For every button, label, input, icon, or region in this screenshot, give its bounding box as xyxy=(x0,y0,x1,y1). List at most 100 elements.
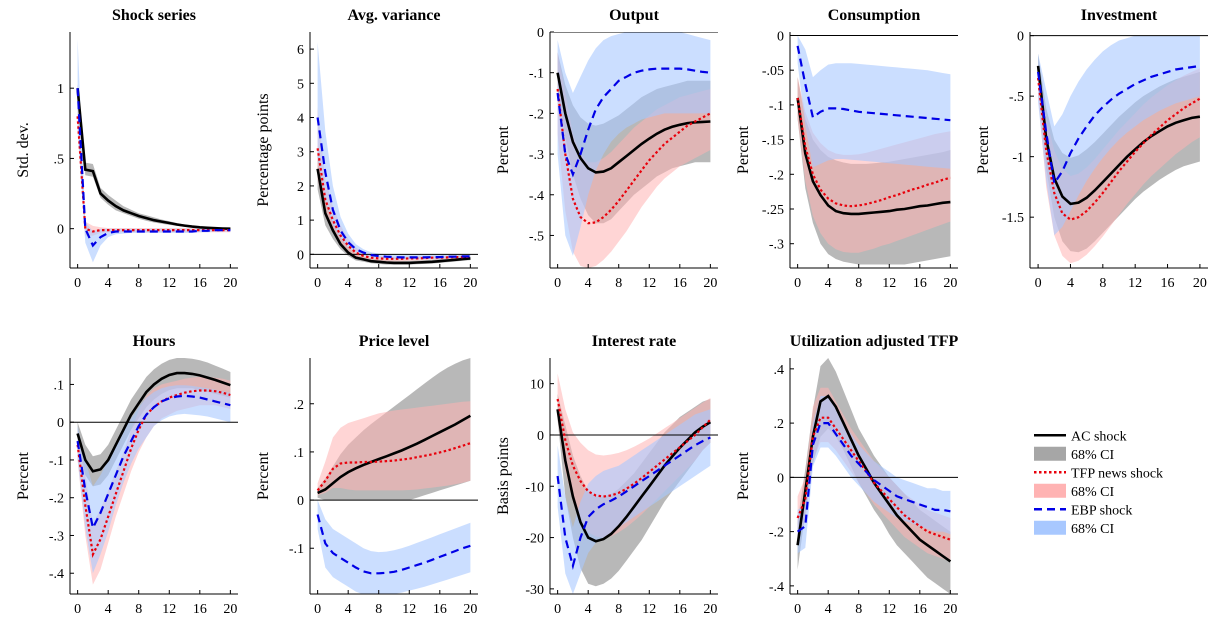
x-tick-label: 4 xyxy=(585,602,592,617)
legend-item: AC shock xyxy=(1034,429,1127,444)
x-tick-label: 0 xyxy=(314,276,321,291)
y-tick-label: 1 xyxy=(297,214,304,229)
ebp-line xyxy=(796,422,951,533)
x-tick-label: 0 xyxy=(74,602,81,617)
ac-ci-band xyxy=(77,84,231,229)
y-tick-label: -.2 xyxy=(769,526,784,541)
x-tick-label: 12 xyxy=(882,276,896,291)
ebp-ci-band xyxy=(1038,35,1200,236)
y-tick-label: .1 xyxy=(54,378,65,393)
panel-title: Output xyxy=(609,7,659,24)
legend-swatch-band xyxy=(1034,520,1066,535)
y-tick-label: 5 xyxy=(297,77,304,92)
panel-title: Avg. variance xyxy=(347,7,440,24)
panel-title: Interest rate xyxy=(592,333,677,350)
y-tick-label: -.1 xyxy=(769,99,784,114)
y-tick-label: -.3 xyxy=(769,238,784,253)
ebp-line xyxy=(316,514,471,575)
y-axis-label: Percent xyxy=(735,451,752,500)
panel-1: 0 4 8 12 16 20 0 .5 1 Shock series Std. dev. xyxy=(15,7,238,291)
x-tick-label: 8 xyxy=(135,602,142,617)
legend-label: 68% CI xyxy=(1071,485,1115,500)
y-tick-label: .1 xyxy=(294,446,305,461)
tfp-line xyxy=(316,148,471,260)
legend-box xyxy=(1030,422,1200,539)
ebp-ci-band xyxy=(797,35,951,169)
y-tick-label: .2 xyxy=(774,417,785,432)
y-tick-label: -30 xyxy=(525,583,544,598)
x-tick-label: 20 xyxy=(463,276,477,291)
legend-swatch-band xyxy=(1034,483,1066,498)
x-tick-label: 4 xyxy=(585,276,592,291)
x-tick-label: 0 xyxy=(314,602,321,617)
ebp-ci-band xyxy=(317,42,471,260)
x-tick-label: 20 xyxy=(463,602,477,617)
x-tick-label: 12 xyxy=(162,602,176,617)
plot-area xyxy=(790,358,958,594)
y-axis-label: Percent xyxy=(975,125,992,174)
x-tick-label: 12 xyxy=(162,276,176,291)
x-tick-label: 8 xyxy=(135,276,142,291)
y-tick-label: -.3 xyxy=(49,529,64,544)
y-tick-label: -.3 xyxy=(529,148,544,163)
panel-6: 0 4 8 12 16 20 .1 0 -.1 -.2 -.3 -.4 Hours Percent xyxy=(15,333,238,617)
y-tick-label: -1.5 xyxy=(1002,211,1024,226)
ac-line xyxy=(317,414,472,495)
y-tick-label: -.2 xyxy=(769,168,784,183)
x-tick-label: 4 xyxy=(825,276,832,291)
panel-title: Hours xyxy=(133,333,176,350)
y-axis-label: Percent xyxy=(495,125,512,174)
x-tick-label: 0 xyxy=(1035,276,1042,291)
x-tick-label: 0 xyxy=(554,602,561,617)
plot-area xyxy=(550,32,718,268)
ac-line xyxy=(76,88,231,230)
y-tick-label: -.5 xyxy=(1009,90,1024,105)
y-tick-label: 4 xyxy=(297,112,304,127)
y-tick-label: 0 xyxy=(57,416,64,431)
plot-area xyxy=(70,358,238,585)
y-tick-label: -.05 xyxy=(762,64,784,79)
y-tick-label: 3 xyxy=(297,146,304,161)
ebp-line xyxy=(76,394,231,532)
x-tick-label: 0 xyxy=(554,276,561,291)
ebp-line xyxy=(76,88,231,248)
x-tick-label: 4 xyxy=(105,276,112,291)
x-tick-label: 8 xyxy=(615,276,622,291)
ac-ci-band xyxy=(317,148,471,265)
y-tick-label: 0 xyxy=(777,471,784,486)
y-axis-label: Percent xyxy=(735,125,752,174)
legend-label: 68% CI xyxy=(1071,522,1115,537)
panel-7: 0 4 8 12 16 20 .2 .1 0 -.1 Price level Percent xyxy=(255,333,478,617)
x-tick-label: 4 xyxy=(345,276,352,291)
legend-item: 68% CI xyxy=(1034,520,1115,537)
ebp-ci-band xyxy=(77,385,231,574)
y-tick-label: 0 xyxy=(297,494,304,509)
x-tick-label: 0 xyxy=(794,276,801,291)
panel-title: Consumption xyxy=(828,7,921,24)
y-tick-label: .5 xyxy=(54,152,65,167)
y-tick-label: 0 xyxy=(57,223,64,238)
panel-3: 0 4 8 12 16 20 0 -.1 -.2 -.3 -.4 -.5 Output Percent xyxy=(495,7,718,291)
x-tick-label: 0 xyxy=(74,276,81,291)
x-tick-label: 8 xyxy=(1099,276,1106,291)
legend-swatch-band xyxy=(1034,446,1066,461)
y-tick-label: 0 xyxy=(777,29,784,44)
legend-label: EBP shock xyxy=(1071,503,1132,518)
y-tick-label: -10 xyxy=(525,480,544,495)
ebp-line xyxy=(556,436,711,571)
y-tick-label: -.15 xyxy=(762,134,784,149)
ebp-line xyxy=(1037,64,1201,187)
x-tick-label: 4 xyxy=(1067,276,1074,291)
x-tick-label: 16 xyxy=(913,602,927,617)
y-tick-label: -.4 xyxy=(49,567,64,582)
panel-title: Price level xyxy=(359,333,430,350)
x-tick-label: 16 xyxy=(433,602,447,617)
x-tick-label: 20 xyxy=(943,602,957,617)
ac-line xyxy=(316,168,471,265)
plot-area xyxy=(1030,35,1208,264)
panel-title: Investment xyxy=(1081,7,1158,24)
ac-line xyxy=(556,409,712,543)
x-tick-label: 16 xyxy=(673,276,687,291)
